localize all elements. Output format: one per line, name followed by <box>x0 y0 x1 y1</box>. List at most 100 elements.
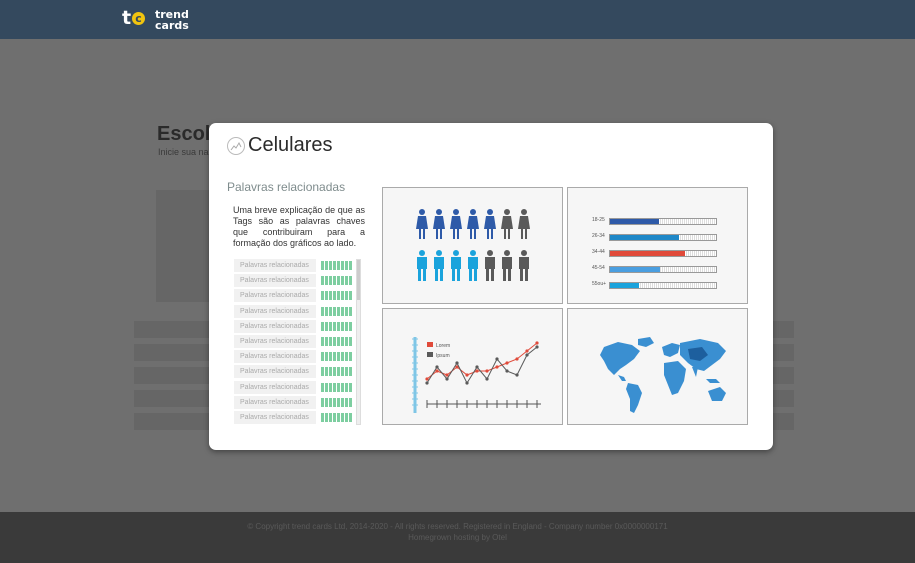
age-bar-track <box>609 234 717 241</box>
series-point <box>475 365 479 369</box>
series-line <box>426 346 538 385</box>
footer-hosting: Homegrown hosting by Otel <box>408 533 507 542</box>
male-person-icon <box>417 250 427 281</box>
keyword-row[interactable]: Palavras relacionadas <box>234 365 361 379</box>
series-point <box>535 341 539 345</box>
keyword-row[interactable]: Palavras relacionadas <box>234 274 361 288</box>
female-person-icon <box>484 209 496 239</box>
series-point <box>435 369 439 373</box>
keyword-weight-bar <box>321 352 352 362</box>
age-range-label: 18-25 <box>592 217 605 223</box>
keyword-row[interactable]: Palavras relacionadas <box>234 304 361 318</box>
map-indonesia <box>706 379 720 383</box>
map-australia <box>708 387 726 401</box>
legend-swatch <box>427 352 433 357</box>
age-bar-track <box>609 218 717 225</box>
keyword-weight-bar <box>321 336 352 346</box>
age-bar-track <box>609 266 717 273</box>
age-bar-fill <box>610 283 639 288</box>
keyword-label: Palavras relacionadas <box>234 319 316 333</box>
keyword-row[interactable]: Palavras relacionadas <box>234 334 361 348</box>
keyword-row[interactable]: Palavras relacionadas <box>234 410 361 424</box>
series-point <box>505 361 509 365</box>
celulares-modal: Celulares Palavras relacionadas Uma brev… <box>209 123 773 450</box>
modal-title: Celulares <box>248 134 333 156</box>
series-point <box>525 353 529 357</box>
keyword-label: Palavras relacionadas <box>234 274 316 288</box>
keyword-label: Palavras relacionadas <box>234 395 316 409</box>
keyword-row[interactable]: Palavras relacionadas <box>234 380 361 394</box>
scrollbar-thumb[interactable] <box>357 260 360 300</box>
series-point <box>485 369 489 373</box>
series-point <box>425 377 429 381</box>
series-point <box>485 377 489 381</box>
series-point <box>455 361 459 365</box>
series-point <box>495 365 499 369</box>
age-range-label: 45-54 <box>592 265 605 271</box>
legend-label: Ipsum <box>436 353 450 359</box>
female-person-icon <box>450 209 462 239</box>
keyword-list[interactable]: Palavras relacionadas Palavras relacionad… <box>234 259 361 425</box>
keyword-weight-bar <box>321 261 352 270</box>
map-greenland <box>638 337 654 347</box>
world-map-panel <box>567 308 748 425</box>
series-point <box>465 381 469 385</box>
series-point <box>535 345 539 349</box>
keyword-row[interactable]: Palavras relacionadas <box>234 319 361 333</box>
series-line <box>426 342 538 380</box>
series-point <box>475 369 479 373</box>
series-point <box>495 357 499 361</box>
logo-mark-t: t <box>122 7 132 29</box>
keyword-row[interactable]: Palavras relacionadas <box>234 289 361 303</box>
keyword-weight-bar <box>321 306 352 316</box>
age-bar-track <box>609 282 717 289</box>
male-person-icon <box>519 250 529 281</box>
keyword-row[interactable]: Palavras relacionadas <box>234 350 361 364</box>
gender-chart-panel <box>382 187 563 304</box>
map-north-america <box>600 342 640 375</box>
logo-mark: t c <box>122 7 148 31</box>
related-words-description: Uma breve explicação de que as Tags são … <box>233 205 365 248</box>
age-bar-fill <box>610 219 659 224</box>
map-africa <box>664 361 686 395</box>
keyword-label: Palavras relacionadas <box>234 380 316 394</box>
male-person-icon <box>434 250 444 281</box>
world-map <box>600 337 726 413</box>
keyword-row[interactable]: Palavras relacionadas <box>234 259 361 272</box>
series-point <box>445 373 449 377</box>
logo-mark-c: c <box>132 12 145 25</box>
female-person-icon <box>433 209 445 239</box>
keyword-weight-bar <box>321 367 352 377</box>
gender-pictogram <box>416 209 530 281</box>
legend-label: Lorem <box>436 343 450 349</box>
keyword-label: Palavras relacionadas <box>234 289 316 303</box>
male-person-icon <box>468 250 478 281</box>
age-chart-panel: 18-25 26-34 34-44 45-54 55ou+ <box>567 187 748 304</box>
series-point <box>445 377 449 381</box>
female-person-icon <box>416 209 428 239</box>
keyword-row[interactable]: Palavras relacionadas <box>234 395 361 409</box>
series-point <box>515 373 519 377</box>
keyword-label: Palavras relacionadas <box>234 259 316 272</box>
map-central-america <box>618 375 626 381</box>
series-point <box>465 373 469 377</box>
male-person-icon <box>502 250 512 281</box>
map-india <box>692 367 698 377</box>
male-person-icon <box>485 250 495 281</box>
series-point <box>455 365 459 369</box>
age-bar-fill <box>610 235 679 240</box>
age-range-label: 26-34 <box>592 233 605 239</box>
legend-swatch <box>427 342 433 347</box>
age-bar-fill <box>610 267 660 272</box>
related-words-heading: Palavras relacionadas <box>227 180 346 194</box>
keyword-weight-bar <box>321 382 352 392</box>
female-person-icon <box>467 209 479 239</box>
age-range-label: 55ou+ <box>592 281 607 287</box>
series-point <box>435 365 439 369</box>
trendcards-logo[interactable]: t c trend cards <box>122 7 189 31</box>
footer-copyright: © Copyright trend cards Ltd, 2014-2020 -… <box>247 522 668 531</box>
female-person-icon <box>518 209 530 239</box>
footer: © Copyright trend cards Ltd, 2014-2020 -… <box>0 512 915 563</box>
keyword-label: Palavras relacionadas <box>234 410 316 424</box>
keyword-list-scrollbar[interactable] <box>356 259 361 425</box>
